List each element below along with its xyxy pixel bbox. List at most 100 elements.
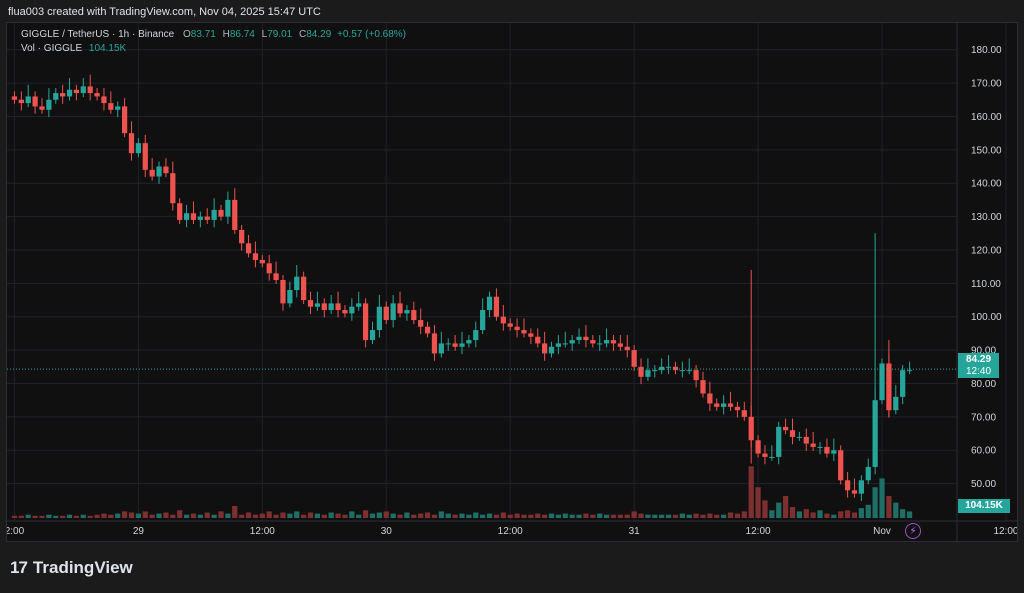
candle-body xyxy=(569,340,575,344)
candle-body xyxy=(349,306,355,314)
candle-body xyxy=(665,366,672,368)
tradingview-logo: 17 xyxy=(10,558,28,577)
volume-bar xyxy=(493,514,500,518)
x-tick-label: 12:00 xyxy=(993,526,1017,537)
volume-bar xyxy=(824,513,830,518)
volume-bar xyxy=(177,510,183,518)
volume-title[interactable]: Vol · GIGGLE xyxy=(21,43,83,54)
candle-body xyxy=(266,263,272,274)
candle-body xyxy=(858,480,864,494)
candle-body xyxy=(562,343,568,345)
volume-bar xyxy=(46,514,52,518)
volume-bar xyxy=(245,512,252,518)
volume-bar xyxy=(424,512,431,518)
candle-body xyxy=(817,446,823,448)
y-tick-label: 90.00 xyxy=(971,346,996,357)
candle-body xyxy=(232,199,238,230)
candle-body xyxy=(727,403,734,407)
volume-bar xyxy=(562,513,568,518)
volume-bar xyxy=(693,513,699,518)
candle-body xyxy=(535,336,541,344)
y-tick-label: 150.00 xyxy=(971,145,1002,156)
volume-bar xyxy=(796,511,803,518)
candle-body xyxy=(280,280,286,304)
candle-body xyxy=(789,430,796,437)
volume-bar xyxy=(858,508,864,518)
x-tick-label: 31 xyxy=(629,526,641,537)
candle-body xyxy=(273,273,279,281)
y-tick-label: 130.00 xyxy=(971,212,1002,223)
candle-body xyxy=(693,370,699,381)
candle-body xyxy=(66,89,73,97)
y-tick-label: 140.00 xyxy=(971,179,1002,190)
candle-body xyxy=(679,370,685,372)
volume-bar xyxy=(679,513,685,518)
volume-bar xyxy=(287,513,293,518)
volume-bar xyxy=(466,514,472,518)
volume-bar xyxy=(583,513,589,518)
x-tick-label: 29 xyxy=(133,526,145,537)
candle-body xyxy=(245,243,252,254)
volume-tag: 104.15K xyxy=(958,499,1010,513)
volume-bar xyxy=(707,513,713,518)
candle-body xyxy=(170,173,176,204)
x-tick-label: 12:00 xyxy=(250,526,275,537)
volume-bar xyxy=(314,513,321,518)
candle-body xyxy=(73,89,80,94)
volume-bar xyxy=(376,512,382,518)
candle-body xyxy=(672,366,679,371)
candle-body xyxy=(473,330,479,341)
volume-bar xyxy=(232,505,238,518)
volume-bar xyxy=(411,514,417,518)
volume-bar xyxy=(328,512,334,518)
price-chart[interactable]: 50.00 60.00 70.00 80.00 90.00 100.00 110.00 120… xyxy=(7,23,1017,541)
candle-body xyxy=(335,303,341,311)
candle-body xyxy=(32,96,38,107)
candle-body xyxy=(645,370,651,377)
volume-bar xyxy=(542,514,548,518)
volume-bar xyxy=(80,514,86,518)
lightning-icon[interactable]: ⚡ xyxy=(905,523,921,539)
candle-body xyxy=(328,303,334,311)
candle-body xyxy=(190,213,197,220)
candle-body xyxy=(39,106,45,110)
volume-bar xyxy=(555,514,562,518)
y-tick-label: 170.00 xyxy=(971,79,1002,90)
volume-bar xyxy=(762,500,768,518)
x-tick-label: 12:00 xyxy=(746,526,771,537)
volume-bar xyxy=(638,513,644,518)
symbol-title[interactable]: GIGGLE / TetherUS · 1h · Binance xyxy=(21,29,175,40)
volume-bar xyxy=(700,514,706,518)
candle-body xyxy=(321,303,327,311)
candle-body xyxy=(307,300,314,307)
volume-bar xyxy=(500,512,506,518)
candle-body xyxy=(624,346,630,351)
volume-bar xyxy=(170,514,176,518)
candle-body xyxy=(783,426,789,431)
candle-body xyxy=(528,333,534,337)
volume-bar xyxy=(727,512,734,518)
tradingview-brand[interactable]: 17 TradingView xyxy=(10,558,133,578)
volume-bar xyxy=(900,509,906,518)
volume-bar xyxy=(665,514,672,518)
candle-body xyxy=(156,166,162,177)
volume-bar xyxy=(321,514,327,518)
y-tick-label: 60.00 xyxy=(971,446,996,457)
volume-bar xyxy=(817,510,823,518)
candle-body xyxy=(734,406,741,411)
candle-body xyxy=(177,203,183,220)
candle-body xyxy=(438,343,444,354)
volume-bar xyxy=(335,513,341,518)
candle-body xyxy=(149,169,155,177)
candle-body xyxy=(445,343,451,345)
volume-bar xyxy=(480,514,486,518)
candle-body xyxy=(686,370,692,372)
candle-body xyxy=(404,310,410,314)
candle-body xyxy=(390,303,396,321)
volume-bar xyxy=(60,515,66,518)
x-tick-label: 2:00 xyxy=(7,526,25,537)
volume-bar xyxy=(397,514,403,518)
volume-bar xyxy=(25,514,31,518)
chart-frame[interactable]: 50.00 60.00 70.00 80.00 90.00 100.00 110.00 120… xyxy=(6,22,1018,542)
volume-bar xyxy=(342,514,348,518)
